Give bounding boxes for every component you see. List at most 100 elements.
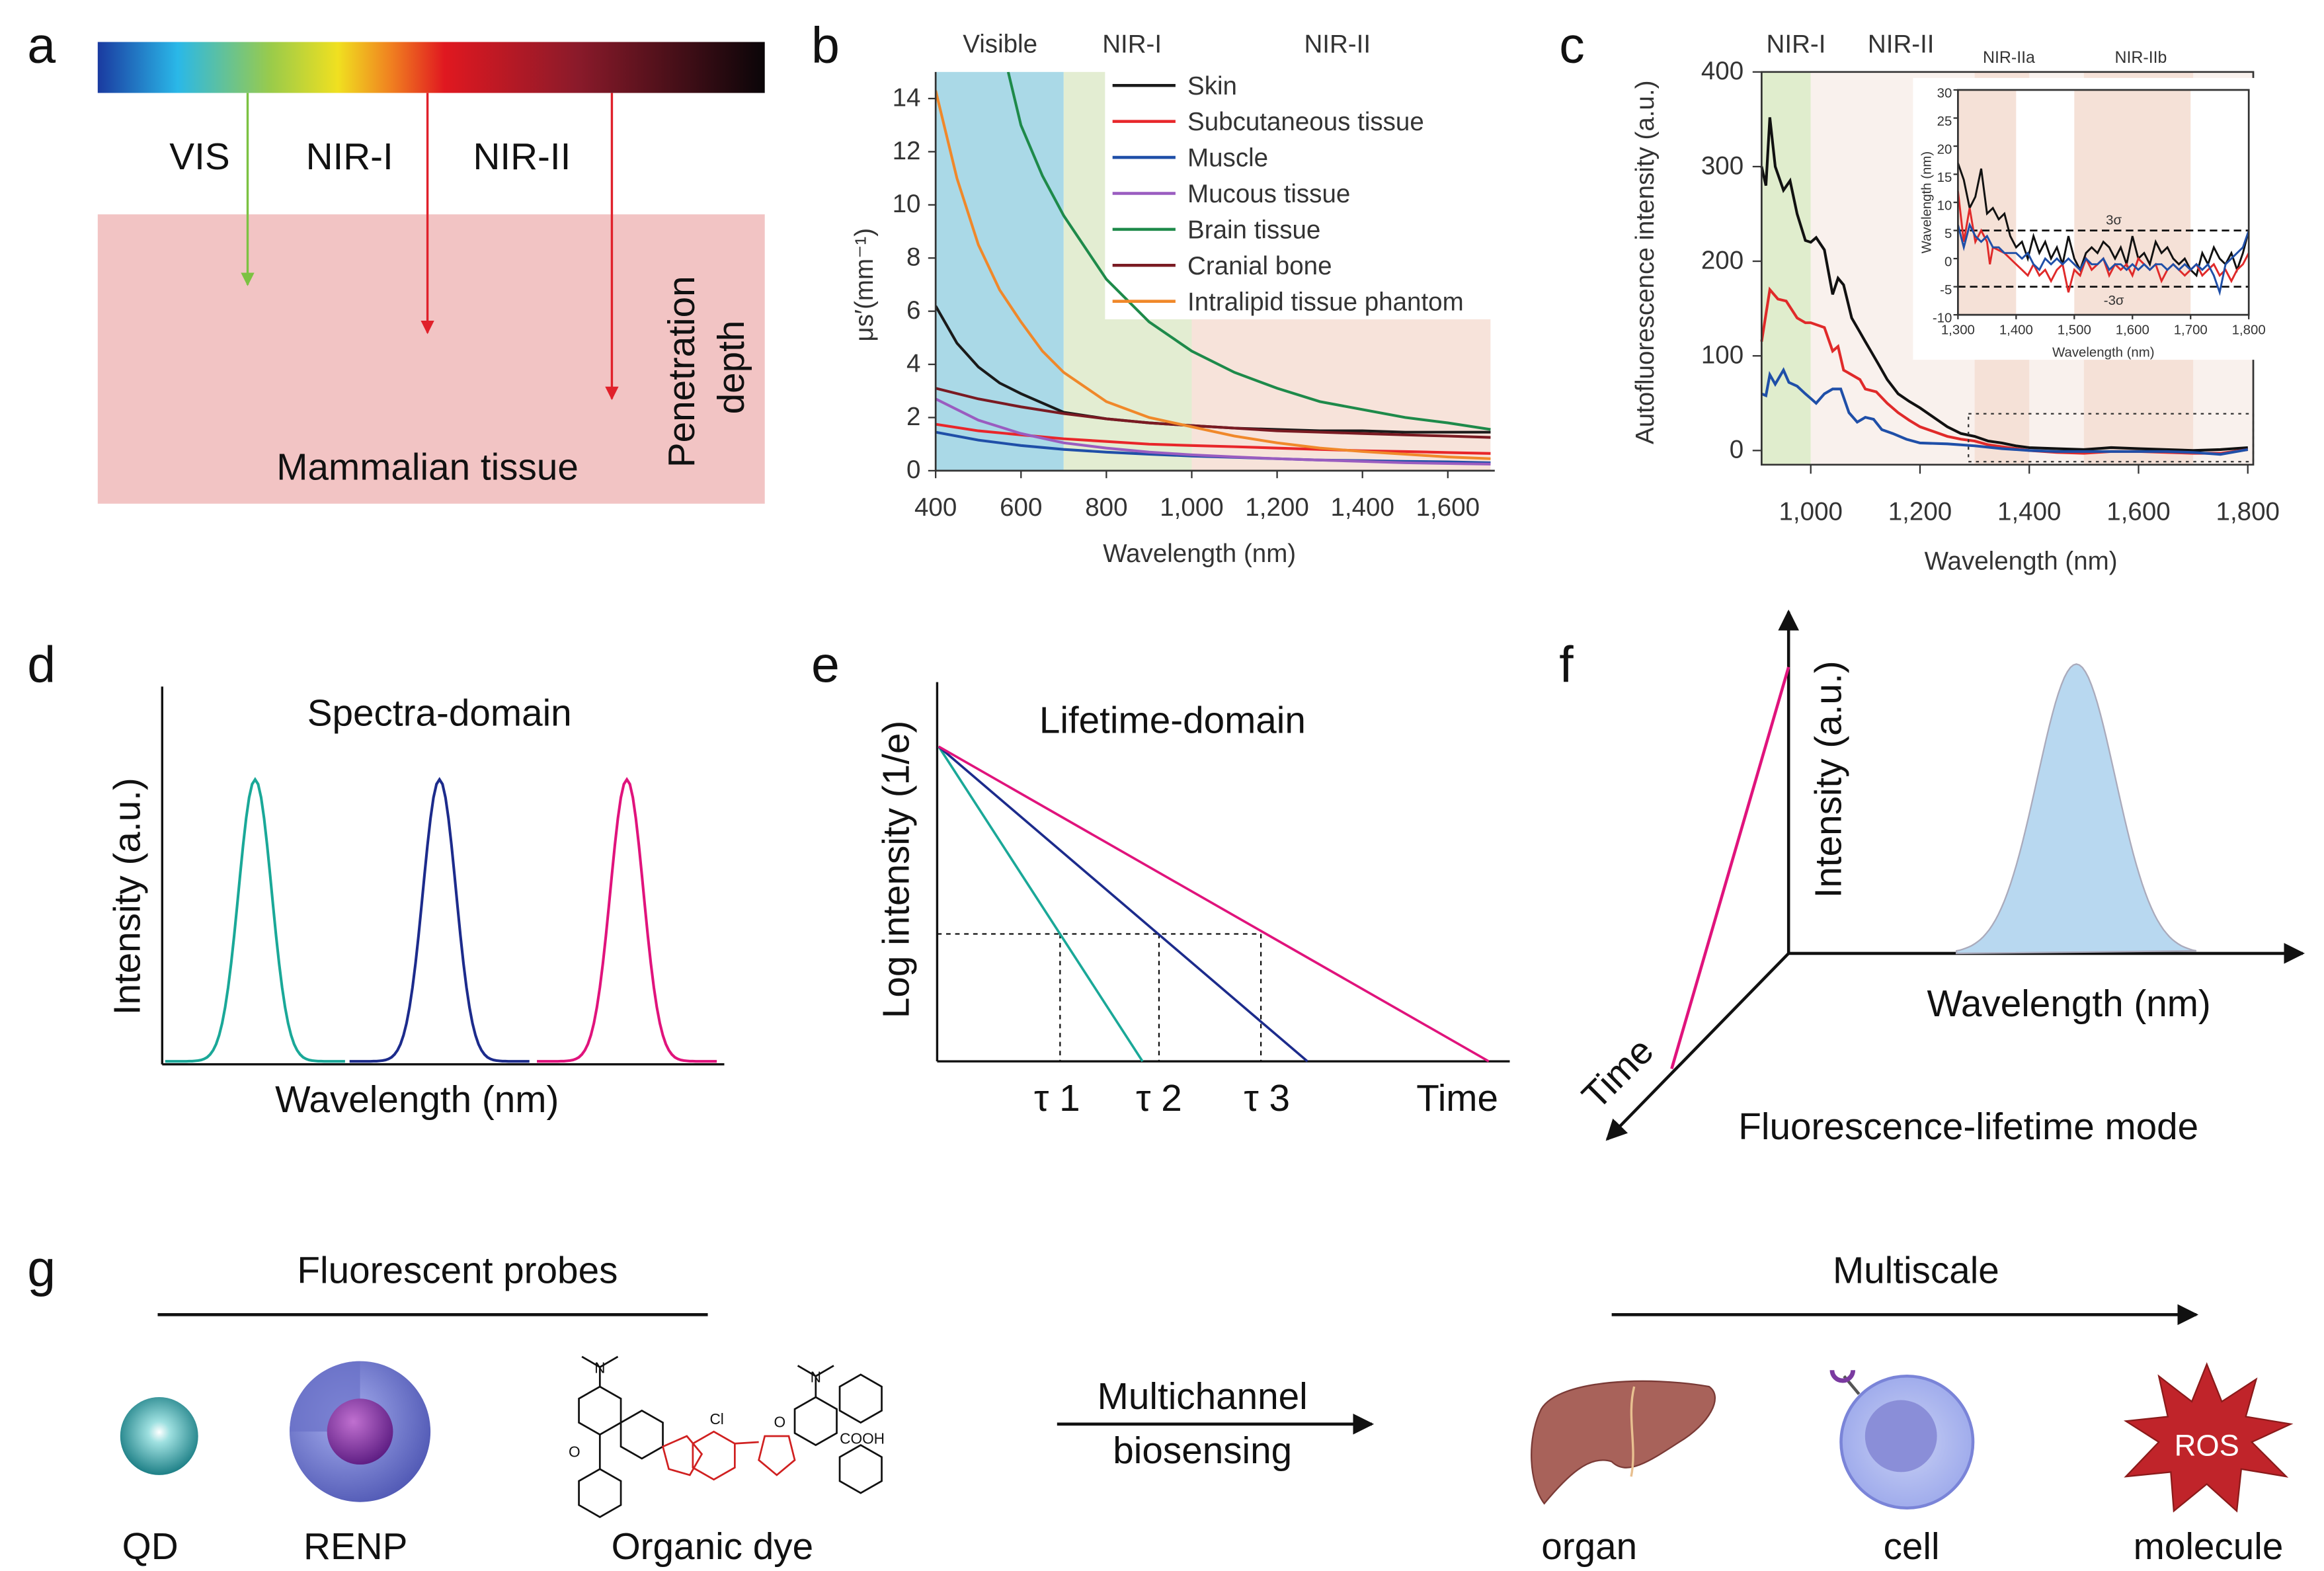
band-label-nir1: NIR-I [306,136,393,178]
molecule-atom-n2: N [811,1368,821,1385]
series-line-mucous-tissue [936,397,1491,465]
renp-nanoparticle-icon [290,1361,431,1502]
x-tick-label: 1,800 [2232,323,2266,338]
molecule-atom-n1: N [594,1359,605,1377]
y-tick-label: 2 [906,403,920,431]
threshold-label: 3σ [2106,214,2122,228]
x-tick-label: 1,500 [2058,323,2091,338]
series-line-1 [1956,190,2250,293]
legend-label: Cranial bone [1187,252,1332,280]
lifetime-decay-line [1670,666,1790,1070]
series-line-cranial-bone [936,387,1491,439]
decay-line-1 [938,746,1144,1063]
probe-label-organic-dye: Organic dye [612,1526,813,1568]
molecule-atom-cl: Cl [709,1410,723,1428]
region-label-nir2b: NIR-IIb [2114,48,2167,67]
molecule-atom-o2: O [774,1413,786,1430]
probe-label-renp: RENP [303,1526,407,1568]
y-tick-label: 300 [1701,151,1743,180]
x-tick-label: 1,300 [1941,323,1975,338]
series-line-2 [1761,367,2249,456]
quantum-dot-icon [120,1397,198,1475]
ros-molecule-icon [2123,1362,2294,1513]
y-tick-label: 0 [906,456,920,484]
region-label-nir1: NIR-I [1767,30,1826,58]
x-axis-label: Wavelength (nm) [1103,540,1296,568]
multiscale-heading: Multiscale [1833,1250,1999,1292]
legend-label: Mucous tissue [1187,180,1350,208]
scale-label-organ: organ [1541,1526,1637,1568]
y-tick-label: 12 [893,137,921,165]
legend-label: Skin [1187,72,1237,101]
legend-label: Subcutaneous tissue [1187,108,1424,136]
mode-caption: Fluorescence-lifetime mode [1738,1106,2198,1148]
x-tick-label: 600 [1000,493,1042,522]
panel-f: Intensity (a.u.) Wavelength (nm) Time Fl… [1574,609,2305,1148]
x-tick-label: 1,200 [1245,493,1308,522]
intensity-axis-label: Intensity (a.u.) [1808,661,1850,898]
inset-y-axis-label: Wavelength (nm) [1920,151,1935,253]
x-axis-label: Wavelength (nm) [1925,547,2118,576]
y-tick-label: 6 [906,296,920,325]
y-tick-label: -10 [1933,311,1952,325]
spectral-peak-3 [537,777,717,1063]
time-axis-label: Time [1574,1030,1662,1117]
probe-label-qd: QD [122,1526,179,1568]
tau2-label: τ 2 [1136,1078,1182,1119]
wavelength-axis-label: Wavelength (nm) [1927,983,2211,1025]
depth-label-2: depth [711,321,752,415]
inset-x-axis-label: Wavelength (nm) [2052,346,2155,360]
panel-label-b: b [811,17,840,74]
probes-heading: Fluorescent probes [297,1250,618,1292]
x-tick-label: 1,200 [1888,498,1952,526]
panel-label-e: e [811,637,840,694]
panel-b-chart: Visible NIR-I NIR-II Wavelength (nm) μs′… [850,30,1498,568]
y-tick-label: 14 [893,83,921,112]
y-tick-label: 0 [1730,436,1743,464]
y-tick-label: 4 [906,349,920,378]
spectral-peak-2 [349,777,530,1063]
series-line-intralipid-tissue-phantom [936,90,1491,460]
y-tick-label: -5 [1940,283,1952,298]
liver-organ-icon [1531,1380,1716,1505]
x-tick-label: 1,700 [2174,323,2208,338]
y-tick-label: 20 [1937,142,1952,157]
y-tick-label: 400 [1701,57,1743,85]
legend-label: Brain tissue [1187,216,1320,244]
legend-label: Intralipid tissue phantom [1187,288,1464,316]
axes-frame [1761,71,2255,466]
panel-title: Lifetime-domain [1039,700,1306,742]
x-tick-label: 1,600 [1416,493,1480,522]
series-line-0 [1956,163,2250,278]
x-tick-label: 1,400 [1999,323,2033,338]
y-tick-label: 25 [1937,114,1952,129]
panel-c-chart: NIR-I NIR-II NIR-IIa NIR-IIb Wavelength … [1631,30,2280,575]
y-tick-label: 0 [1944,255,1952,269]
center-label-line1: Multichannel [1098,1376,1308,1418]
panel-a: VIS NIR-I NIR-II Mammalian tissue Penetr… [97,42,765,504]
panel-label-g: g [27,1240,56,1297]
molecule-atom-o1: O [569,1443,581,1461]
scale-label-cell: cell [1884,1526,1940,1568]
x-tick-label: 1,400 [1997,498,2061,526]
y-tick-label: 30 [1937,86,1952,101]
tissue-block [97,214,765,504]
x-tick-label: 1,600 [2106,498,2170,526]
liver-ligament [1630,1386,1636,1477]
y-tick-label: 15 [1937,171,1952,185]
emission-peak [1955,663,2197,955]
region-label-nir2: NIR-II [1304,30,1371,58]
x-tick-label: 1,400 [1330,493,1394,522]
y-axis-label: Log intensity (1/e) [875,721,917,1018]
region-label-nir2: NIR-II [1868,30,1935,58]
molecule-atom-cooh: COOH [840,1430,885,1447]
y-axis-label: Autofluorescence intensity (a.u.) [1631,81,1660,444]
panel-title: Spectra-domain [307,692,572,734]
depth-label-1: Penetration [661,276,703,467]
y-tick-label: 5 [1944,227,1952,241]
x-axis-label: Wavelength (nm) [275,1079,559,1121]
decay-line-2 [938,745,1308,1063]
tau1-label: τ 1 [1034,1078,1080,1119]
tissue-label: Mammalian tissue [276,446,579,488]
series-line-brain-tissue [1006,71,1491,431]
